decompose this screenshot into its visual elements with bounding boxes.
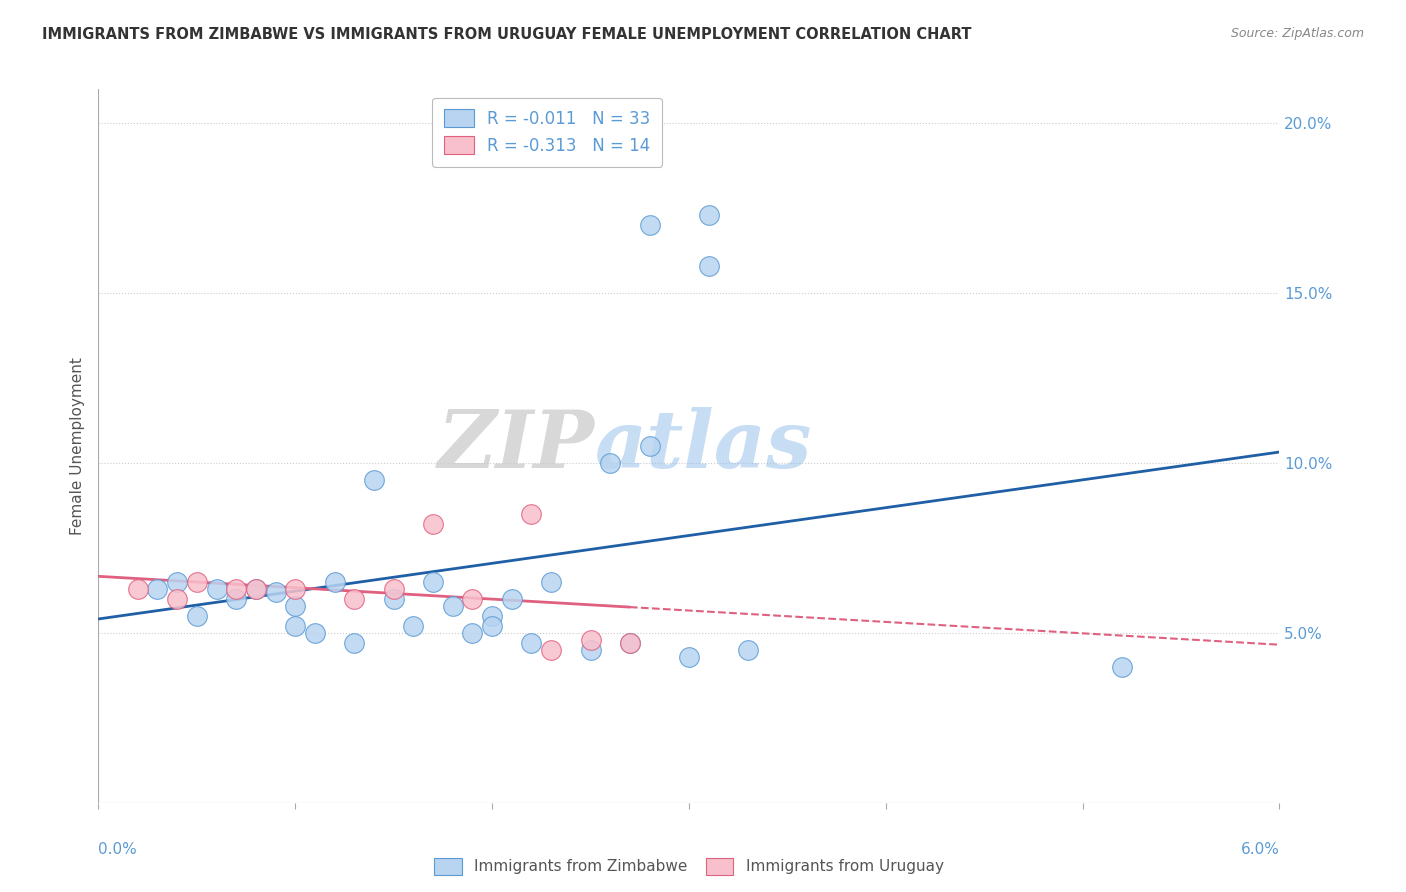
Point xyxy=(697,208,720,222)
Point xyxy=(1111,660,1133,674)
Point xyxy=(638,218,661,232)
Point xyxy=(264,585,287,599)
Point xyxy=(461,591,484,606)
Point xyxy=(579,632,602,647)
Point xyxy=(579,643,602,657)
Point xyxy=(422,574,444,589)
Point xyxy=(382,591,405,606)
Point xyxy=(284,582,307,596)
Point xyxy=(146,582,169,596)
Point xyxy=(461,626,484,640)
Point xyxy=(166,574,188,589)
Point xyxy=(343,591,366,606)
Text: ZIP: ZIP xyxy=(437,408,595,484)
Point xyxy=(540,574,562,589)
Legend: Immigrants from Zimbabwe, Immigrants from Uruguay: Immigrants from Zimbabwe, Immigrants fro… xyxy=(429,852,949,880)
Point xyxy=(441,599,464,613)
Point xyxy=(205,582,228,596)
Point xyxy=(638,439,661,453)
Y-axis label: Female Unemployment: Female Unemployment xyxy=(70,357,86,535)
Point xyxy=(343,636,366,650)
Point xyxy=(619,636,641,650)
Point xyxy=(363,473,385,487)
Point xyxy=(284,619,307,633)
Point xyxy=(737,643,759,657)
Point xyxy=(678,649,700,664)
Point xyxy=(166,591,188,606)
Point xyxy=(186,608,208,623)
Text: Source: ZipAtlas.com: Source: ZipAtlas.com xyxy=(1230,27,1364,40)
Point xyxy=(382,582,405,596)
Text: atlas: atlas xyxy=(595,408,811,484)
Point xyxy=(619,636,641,650)
Point xyxy=(402,619,425,633)
Text: IMMIGRANTS FROM ZIMBABWE VS IMMIGRANTS FROM URUGUAY FEMALE UNEMPLOYMENT CORRELAT: IMMIGRANTS FROM ZIMBABWE VS IMMIGRANTS F… xyxy=(42,27,972,42)
Point xyxy=(540,643,562,657)
Point xyxy=(501,591,523,606)
Point xyxy=(323,574,346,589)
Point xyxy=(422,517,444,532)
Point xyxy=(186,574,208,589)
Point xyxy=(520,507,543,521)
Point xyxy=(481,608,503,623)
Point xyxy=(599,456,621,470)
Point xyxy=(284,599,307,613)
Point xyxy=(245,582,267,596)
Point xyxy=(520,636,543,650)
Point xyxy=(304,626,326,640)
Text: 6.0%: 6.0% xyxy=(1240,842,1279,857)
Point xyxy=(225,582,247,596)
Text: 0.0%: 0.0% xyxy=(98,842,138,857)
Point xyxy=(697,259,720,273)
Point xyxy=(245,582,267,596)
Point xyxy=(225,591,247,606)
Point xyxy=(481,619,503,633)
Point xyxy=(127,582,149,596)
